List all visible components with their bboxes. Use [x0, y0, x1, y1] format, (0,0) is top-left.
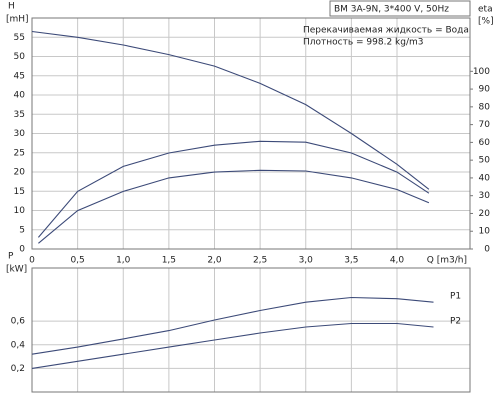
- y2-tick-label: 90: [479, 85, 491, 95]
- curve: [37, 140, 430, 238]
- curve: [38, 169, 430, 244]
- y2-label: eta: [478, 5, 493, 15]
- y-tick-label: 25: [14, 148, 25, 158]
- y-label: P: [8, 252, 14, 262]
- x-tick-label: 1,0: [116, 256, 131, 266]
- y-tick-label: 0,6: [11, 317, 26, 327]
- y-tick-label: 15: [14, 187, 25, 197]
- y-tick-label: 10: [14, 206, 26, 216]
- curve: [31, 30, 430, 190]
- y2-tick-label: 40: [479, 173, 491, 183]
- y-tick-label: 45: [14, 71, 25, 81]
- x-tick-label: 4,0: [390, 256, 405, 266]
- chart-title: BM 3A-9N, 3*400 V, 50Hz: [334, 5, 449, 15]
- curve: [31, 322, 434, 369]
- y-unit: [mH]: [6, 15, 29, 25]
- series-label: P1: [450, 292, 461, 302]
- y-tick-label: 50: [14, 52, 26, 62]
- y2-tick-label: 20: [479, 209, 491, 219]
- x-tick-label: 3,5: [344, 256, 358, 266]
- y-label: H: [8, 2, 15, 12]
- x-tick-label: 1,5: [162, 256, 176, 266]
- x-label: Q [m3/h]: [427, 256, 467, 266]
- y2-unit: [%]: [478, 17, 494, 27]
- annotation: Перекачиваемая жидкость = Вода: [303, 26, 469, 36]
- x-tick-label: 3,0: [299, 256, 314, 266]
- y2-tick-label: 80: [479, 102, 491, 112]
- plot-frame: [31, 17, 471, 250]
- y-tick-label: 0,2: [11, 364, 25, 374]
- x-tick-label: 2,5: [253, 256, 267, 266]
- title-box: [329, 0, 471, 17]
- y-tick-label: 55: [14, 33, 25, 43]
- y2-tick-label: 30: [479, 191, 491, 201]
- y2-tick-label: 10: [479, 227, 491, 237]
- x-tick-label: 2,0: [207, 256, 222, 266]
- x-tick-label: 0: [29, 256, 35, 266]
- y-tick-label: 0: [19, 245, 25, 255]
- series-label: P2: [450, 317, 461, 327]
- y2-tick-label: 0: [484, 245, 490, 255]
- y2-tick-label: 60: [479, 138, 491, 148]
- y-tick-label: 35: [14, 110, 25, 120]
- y-tick-label: 5: [19, 225, 25, 235]
- x-tick-label: 0,5: [70, 256, 84, 266]
- y2-tick-label: 100: [473, 67, 490, 77]
- annotation: Плотность = 998.2 kg/m3: [303, 38, 424, 48]
- y2-tick-label: 70: [479, 120, 491, 130]
- y2-tick-label: 50: [479, 156, 491, 166]
- y-unit: [kW]: [6, 265, 27, 275]
- y-tick-label: 30: [14, 129, 26, 139]
- curve: [31, 296, 434, 355]
- y-tick-label: 0,4: [11, 340, 26, 350]
- plot-frame: [31, 267, 471, 393]
- y-tick-label: 20: [14, 168, 26, 178]
- y-tick-label: 40: [14, 91, 26, 101]
